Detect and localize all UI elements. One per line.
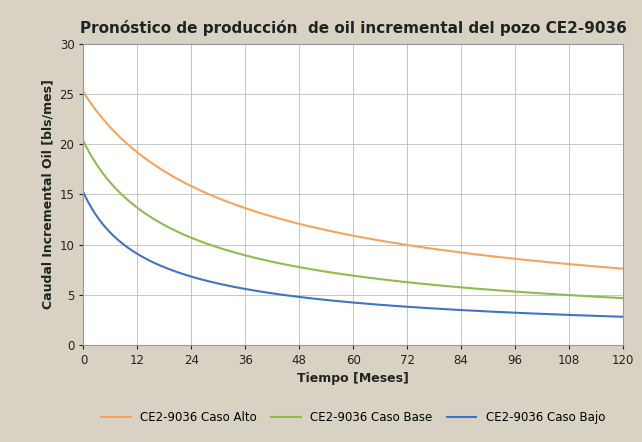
CE2-9036 Caso Base	[603, 295, 611, 300]
X-axis label: Tiempo [Meses]: Tiempo [Meses]	[297, 372, 409, 385]
Line: CE2-9036 Caso Base: CE2-9036 Caso Base	[83, 141, 623, 298]
CE2-9036 Caso Base	[80, 139, 87, 144]
CE2-9036 Caso Bajo	[107, 231, 115, 236]
CE2-9036 Caso Base	[327, 270, 335, 275]
CE2-9036 Caso Base	[619, 295, 627, 301]
Line: CE2-9036 Caso Alto: CE2-9036 Caso Alto	[83, 92, 623, 269]
Line: CE2-9036 Caso Bajo: CE2-9036 Caso Bajo	[83, 192, 623, 317]
Title: Pronóstico de producción  de oil incremental del pozo CE2-9036: Pronóstico de producción de oil incremen…	[80, 20, 627, 36]
CE2-9036 Caso Base	[342, 272, 349, 277]
CE2-9036 Caso Base	[504, 289, 512, 294]
CE2-9036 Caso Alto	[327, 229, 335, 234]
CE2-9036 Caso Bajo	[327, 298, 335, 303]
CE2-9036 Caso Bajo	[504, 310, 512, 315]
CE2-9036 Caso Alto	[619, 266, 627, 271]
CE2-9036 Caso Bajo	[80, 190, 87, 195]
CE2-9036 Caso Alto	[342, 232, 349, 237]
CE2-9036 Caso Base	[603, 295, 611, 300]
CE2-9036 Caso Bajo	[619, 314, 627, 320]
CE2-9036 Caso Base	[107, 181, 115, 186]
CE2-9036 Caso Alto	[107, 126, 115, 131]
CE2-9036 Caso Bajo	[603, 314, 611, 319]
CE2-9036 Caso Alto	[504, 255, 512, 261]
Legend: CE2-9036 Caso Alto, CE2-9036 Caso Base, CE2-9036 Caso Bajo: CE2-9036 Caso Alto, CE2-9036 Caso Base, …	[96, 407, 610, 429]
CE2-9036 Caso Bajo	[603, 314, 611, 319]
Y-axis label: Caudal Incremental Oil [bls/mes]: Caudal Incremental Oil [bls/mes]	[41, 80, 54, 309]
CE2-9036 Caso Bajo	[342, 299, 349, 305]
CE2-9036 Caso Alto	[80, 90, 87, 95]
CE2-9036 Caso Alto	[603, 265, 611, 270]
CE2-9036 Caso Alto	[603, 265, 611, 270]
